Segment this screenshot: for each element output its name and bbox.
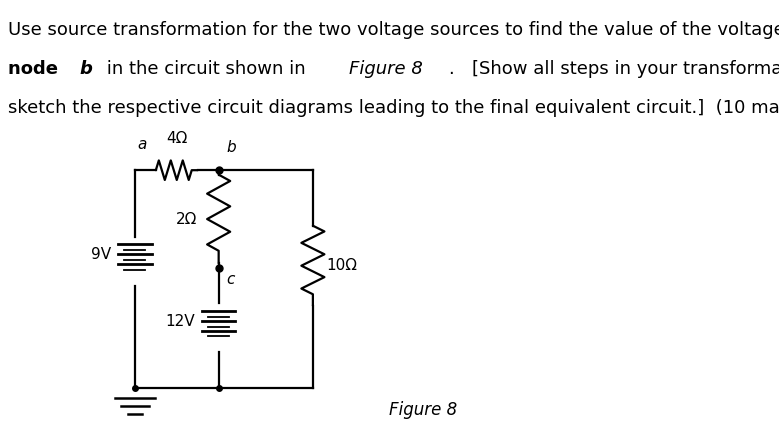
Text: in the circuit shown in: in the circuit shown in <box>100 60 311 78</box>
Text: Figure 8: Figure 8 <box>389 401 457 419</box>
Text: .   [Show all steps in your transformation and: . [Show all steps in your transformation… <box>449 60 779 78</box>
Text: a: a <box>138 137 147 152</box>
Text: b: b <box>80 60 93 78</box>
Text: sketch the respective circuit diagrams leading to the final equivalent circuit.]: sketch the respective circuit diagrams l… <box>8 99 779 117</box>
Text: b: b <box>227 139 236 155</box>
Text: 10Ω: 10Ω <box>326 258 357 273</box>
Text: 12V: 12V <box>165 314 195 329</box>
Text: 4Ω: 4Ω <box>166 131 188 146</box>
Text: Figure 8: Figure 8 <box>349 60 423 78</box>
Text: 2Ω: 2Ω <box>176 211 198 227</box>
Text: node: node <box>8 60 64 78</box>
Text: Use source transformation for the two voltage sources to find the value of the v: Use source transformation for the two vo… <box>8 21 779 39</box>
Text: c: c <box>227 272 235 287</box>
Text: 9V: 9V <box>91 247 111 262</box>
